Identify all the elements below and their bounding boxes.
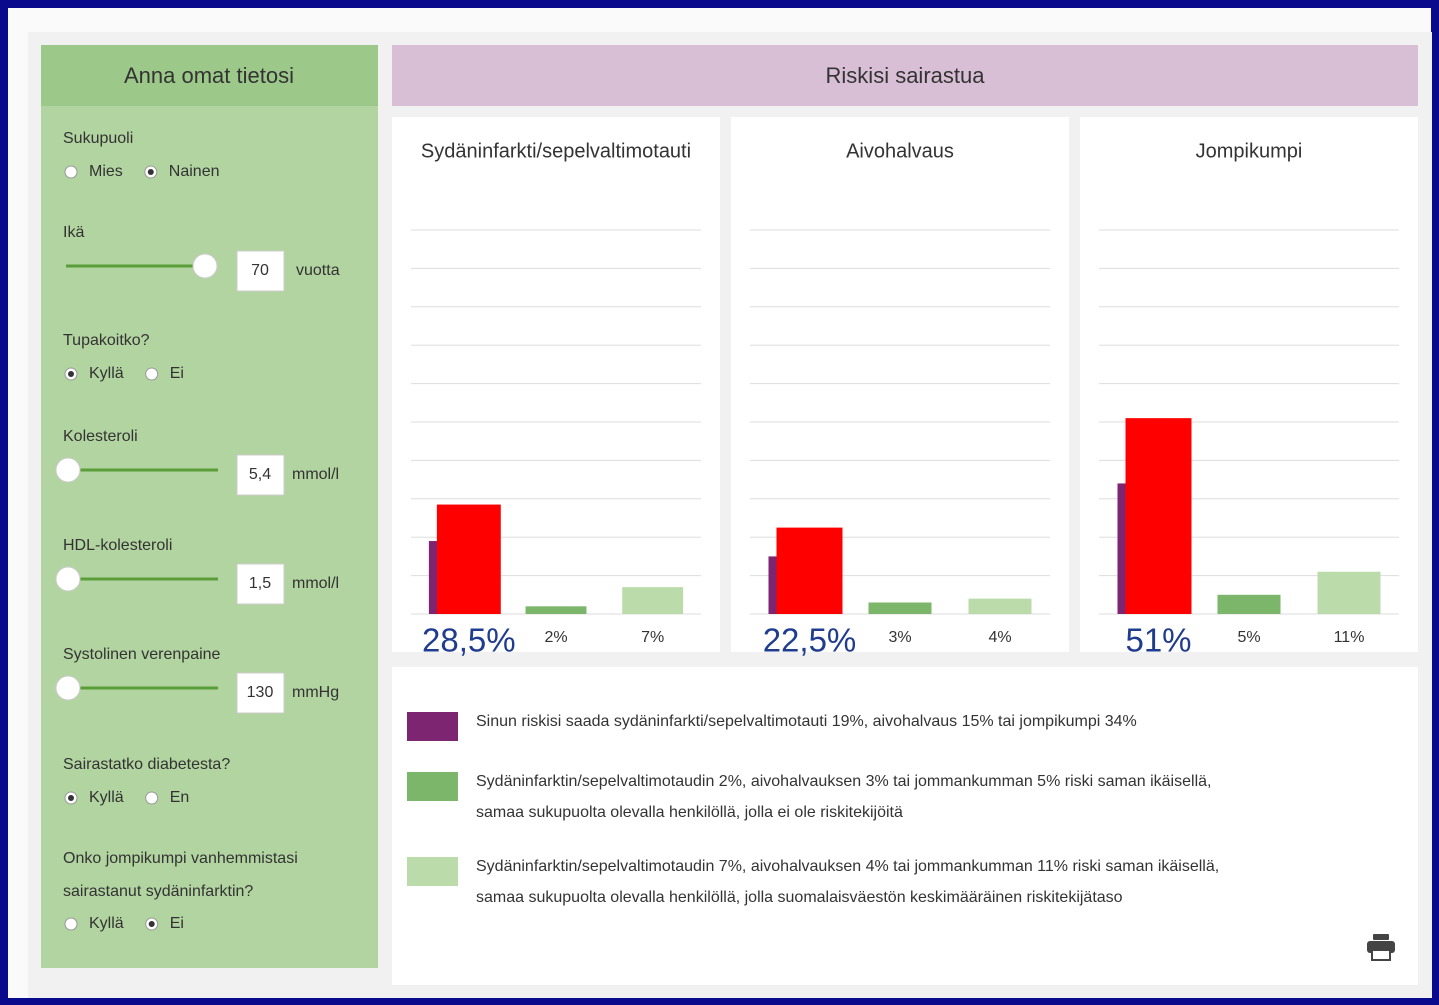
field-label: Sukupuoli — [63, 130, 133, 147]
bar — [622, 587, 684, 614]
input-value: 70 — [251, 262, 269, 279]
radio-dot — [147, 169, 154, 175]
input-value: 1,5 — [249, 575, 271, 592]
bar — [436, 504, 501, 614]
unit: mmol/l — [292, 466, 339, 483]
field-label: Ikä — [63, 224, 84, 241]
field-label: Kolesteroli — [63, 428, 138, 445]
input-value: 5,4 — [249, 466, 271, 483]
slider-thumb[interactable] — [55, 566, 81, 592]
form-header — [41, 45, 378, 106]
radio-label: Ei — [170, 915, 184, 932]
radio-label: Kyllä — [89, 365, 124, 382]
results-title: Riskisi sairastua — [826, 63, 986, 88]
chart-title: Sydäninfarkti/sepelvaltimotauti — [421, 140, 691, 162]
legend-text: Sinun riskisi saada sydäninfarkti/sepelv… — [476, 713, 1137, 730]
legend-text: samaa sukupuolta olevalla henkilöllä, jo… — [476, 889, 1123, 906]
radio[interactable] — [145, 367, 159, 381]
slider-thumb[interactable] — [192, 253, 218, 279]
value-label: 22,5% — [763, 622, 857, 659]
slider-thumb[interactable] — [55, 457, 81, 483]
form-panel — [41, 106, 378, 968]
field-label: sairastanut sydäninfarktin? — [63, 883, 253, 900]
field-label: Systolinen verenpaine — [63, 646, 221, 663]
legend-swatch — [407, 857, 458, 886]
bar — [1317, 571, 1381, 614]
legend-swatch — [407, 712, 458, 741]
value-label: 2% — [544, 629, 567, 646]
chart-title: Aivohalvaus — [846, 140, 954, 162]
radio[interactable] — [64, 165, 78, 179]
radio-label: Nainen — [169, 163, 220, 180]
chart-title: Jompikumpi — [1196, 140, 1303, 162]
input-box[interactable] — [236, 250, 285, 292]
field-label: Tupakoitko? — [63, 332, 150, 349]
field-label: HDL-kolesteroli — [63, 537, 172, 554]
input-box[interactable] — [236, 563, 285, 605]
form-title: Anna omat tietosi — [124, 63, 294, 88]
legend-text: Sydäninfarktin/sepelvaltimotaudin 2%, ai… — [476, 773, 1211, 790]
bar — [868, 602, 932, 614]
radio[interactable] — [145, 791, 159, 805]
radio-label: Ei — [170, 365, 184, 382]
slider-thumb[interactable] — [55, 675, 81, 701]
radio-label: Kyllä — [89, 789, 124, 806]
radio-dot — [148, 921, 155, 927]
bar — [776, 527, 843, 614]
bar — [1125, 418, 1192, 614]
radio-dot — [68, 795, 74, 801]
radio-label: En — [170, 789, 190, 806]
radio-dot — [68, 371, 74, 377]
field-label: Sairastatko diabetesta? — [63, 756, 230, 773]
unit: mmol/l — [292, 575, 339, 592]
radio-label: Mies — [89, 163, 123, 180]
print-icon[interactable] — [1367, 934, 1395, 961]
unit: vuotta — [296, 262, 340, 279]
legend-panel — [392, 667, 1418, 985]
value-label: 7% — [641, 629, 664, 646]
field-label: Onko jompikumpi vanhemmistasi — [63, 850, 298, 867]
input-box[interactable] — [236, 672, 285, 714]
results-header — [392, 45, 1418, 106]
radio-label: Kyllä — [89, 915, 124, 932]
value-label: 4% — [988, 629, 1011, 646]
value-label: 28,5% — [422, 622, 516, 659]
unit: mmHg — [292, 684, 339, 701]
radio[interactable] — [64, 917, 78, 931]
bar — [968, 598, 1032, 614]
value-label: 51% — [1125, 622, 1191, 659]
value-label: 3% — [888, 629, 911, 646]
legend-text: samaa sukupuolta olevalla henkilöllä, jo… — [476, 804, 903, 821]
value-label: 5% — [1237, 629, 1260, 646]
bar — [1217, 594, 1281, 614]
bar — [525, 606, 587, 614]
legend-text: Sydäninfarktin/sepelvaltimotaudin 7%, ai… — [476, 858, 1219, 875]
value-label: 11% — [1334, 629, 1365, 646]
input-box[interactable] — [236, 454, 285, 496]
legend-swatch — [407, 772, 458, 801]
input-value: 130 — [247, 684, 274, 701]
